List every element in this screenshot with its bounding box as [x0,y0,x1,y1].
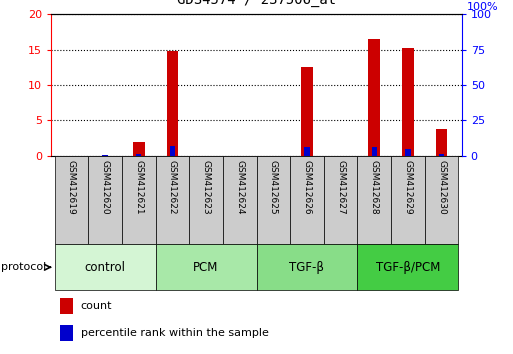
Bar [60,298,73,314]
Bar [155,156,189,244]
Bar [301,67,313,156]
Bar [55,156,88,244]
Bar [60,325,73,341]
Bar [304,147,310,156]
Bar [55,244,155,290]
Text: GSM412630: GSM412630 [437,160,446,215]
Text: protocol: protocol [1,262,46,272]
Text: GSM412629: GSM412629 [403,160,412,215]
Text: GSM412626: GSM412626 [303,160,311,215]
Bar [155,244,256,290]
Text: GSM412622: GSM412622 [168,160,177,215]
Bar [133,142,145,156]
Text: GSM412628: GSM412628 [370,160,379,215]
Bar [136,154,142,156]
Bar [405,149,410,156]
Bar [436,129,447,156]
Bar [402,48,414,156]
Text: GSM412625: GSM412625 [269,160,278,215]
Bar [425,156,458,244]
Bar [189,156,223,244]
Text: GSM412623: GSM412623 [202,160,210,215]
Bar [358,156,391,244]
Bar [368,39,380,156]
Text: GSM412621: GSM412621 [134,160,143,215]
Text: GSM412620: GSM412620 [101,160,110,215]
Bar [122,156,155,244]
Bar [324,156,358,244]
Text: control: control [85,261,126,274]
Text: percentile rank within the sample: percentile rank within the sample [81,328,269,338]
Bar [371,147,377,156]
Text: count: count [81,301,112,311]
Bar [223,156,256,244]
Text: 100%: 100% [467,2,499,12]
Bar [290,156,324,244]
Text: GSM412624: GSM412624 [235,160,244,215]
Text: GSM412619: GSM412619 [67,160,76,215]
Bar [391,156,425,244]
Text: GDS4574 / 237506_at: GDS4574 / 237506_at [177,0,336,7]
Bar [167,51,179,156]
Bar [439,154,444,156]
Text: GSM412627: GSM412627 [336,160,345,215]
Bar [358,244,458,290]
Text: TGF-β/PCM: TGF-β/PCM [376,261,440,274]
Bar [103,155,108,156]
Bar [256,244,358,290]
Bar [170,146,175,156]
Text: TGF-β: TGF-β [289,261,324,274]
Text: PCM: PCM [193,261,219,274]
Bar [256,156,290,244]
Bar [88,156,122,244]
